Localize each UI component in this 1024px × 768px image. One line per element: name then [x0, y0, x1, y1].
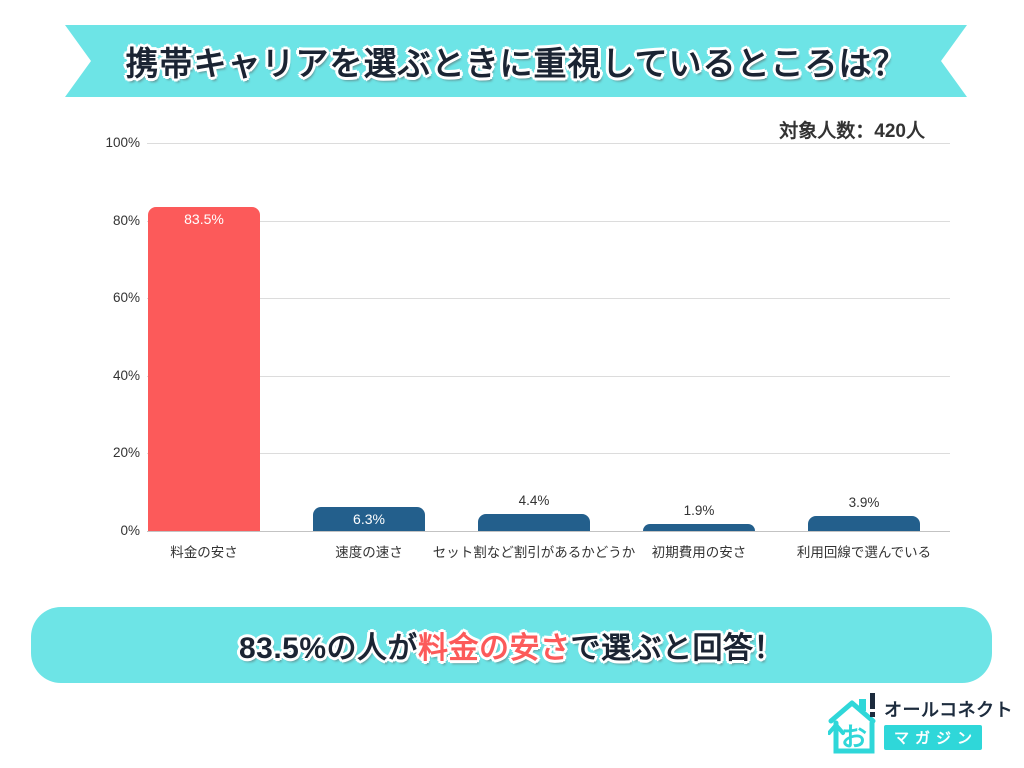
y-tick-label: 0% — [120, 523, 140, 538]
house-body-shape — [833, 720, 875, 754]
house-icon: お — [828, 693, 876, 754]
gridline — [147, 375, 950, 377]
callout-suffix: で選ぶと回答！ — [570, 632, 785, 665]
callout-text: 83.5%の人が料金の安さで選ぶと回答！ — [239, 623, 784, 667]
bar — [313, 506, 425, 531]
bar — [808, 515, 920, 531]
bar-value-label: 4.4% — [518, 492, 550, 508]
bar-value-label: 1.9% — [683, 502, 715, 518]
bar-value-label: 6.3% — [353, 510, 385, 527]
category-label: 初期費用の安さ — [651, 545, 747, 560]
bar — [148, 207, 260, 531]
category-label: 速度の速さ — [335, 545, 403, 560]
sample-size-label: 対象人数：420人 — [779, 121, 925, 142]
category-label: 利用回線で選んでいる — [796, 545, 932, 560]
bar-value-label: 3.9% — [848, 494, 880, 510]
gridline — [147, 453, 950, 455]
bar — [643, 523, 755, 531]
y-tick-label: 20% — [112, 445, 140, 461]
y-tick-label: 100% — [105, 135, 140, 150]
bar — [478, 513, 590, 531]
gridline — [147, 143, 950, 144]
logo-magazine-badge: マガジン — [884, 725, 983, 750]
y-tick-label: 80% — [112, 212, 140, 228]
gridline — [147, 531, 950, 532]
callout-prefix: 83.5%の人が — [238, 632, 419, 665]
arrow-up-shape — [828, 723, 845, 735]
brand-logo: お オールコネクト マガジン — [828, 690, 1014, 756]
o-glyph: お — [841, 723, 867, 753]
page-title: 携帯キャリアを選ぶときに重視しているところは？ — [125, 45, 907, 82]
title-ribbon: 携帯キャリアを選ぶときに重視しているところは？ — [65, 25, 967, 97]
logo-text: オールコネクト マガジン — [884, 696, 1013, 750]
bar-chart: 100% 80% 60% 40% 20% 0% 83.5% 料金の安さ 6.3% 速度の速さ 4.4… — [105, 135, 950, 560]
bar-value-label: 83.5% — [184, 211, 224, 228]
logo-brand-name: オールコネクト — [884, 700, 1014, 720]
callout-banner: 83.5%の人が料金の安さで選ぶと回答！ — [31, 607, 992, 683]
gridline — [147, 298, 950, 300]
gridline — [147, 220, 950, 222]
chimney-shape — [859, 699, 866, 711]
category-label: 料金の安さ — [170, 545, 238, 560]
y-tick-label: 40% — [112, 367, 140, 383]
exclamation-dot — [870, 712, 875, 717]
y-tick-label: 60% — [112, 290, 140, 306]
category-label: セット割など割引があるかどうか — [432, 545, 636, 560]
exclamation-bar — [870, 693, 875, 709]
roof-shape — [828, 700, 876, 724]
callout-highlight: 料金の安さ — [418, 632, 571, 665]
